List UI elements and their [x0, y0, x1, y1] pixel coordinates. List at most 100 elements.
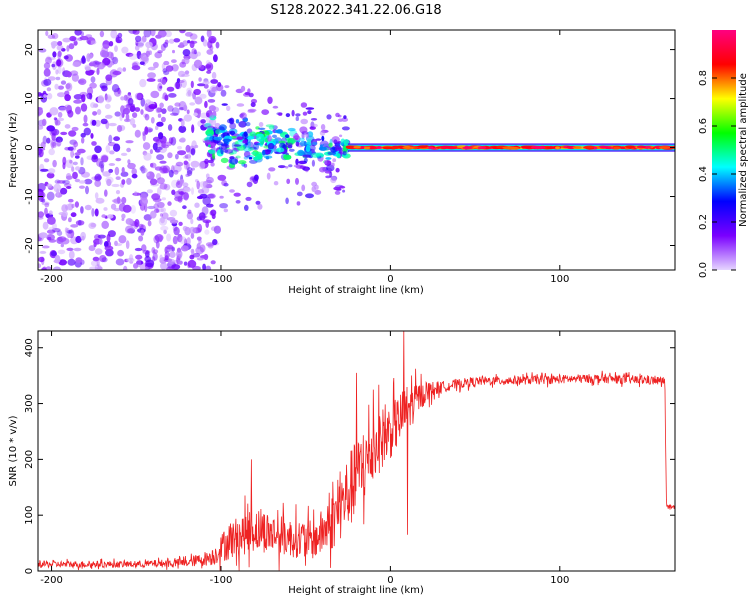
heatmap-cell	[278, 165, 286, 169]
heatmap-cell	[80, 56, 87, 65]
heatmap-cell	[305, 145, 311, 153]
heatmap-cell	[61, 211, 68, 217]
heatmap-cell	[242, 132, 249, 140]
heatmap-cell	[335, 146, 341, 152]
heatmap-cell	[193, 112, 198, 117]
heatmap-cell	[121, 213, 126, 219]
heatmap-cell	[210, 162, 215, 167]
heatmap-cell	[178, 125, 187, 133]
heatmap-cell	[326, 114, 332, 120]
heatmap-cell	[156, 177, 165, 185]
heatmap-cell	[173, 169, 179, 175]
heatmap-cell	[194, 144, 199, 149]
heatmap-cell	[178, 221, 183, 226]
heatmap-cell	[183, 114, 192, 122]
heatmap-cell	[311, 159, 315, 167]
heatmap-cell	[132, 30, 140, 35]
heatmap-cell	[105, 74, 113, 81]
heatmap-cell	[60, 131, 68, 136]
heatmap-cell	[158, 132, 164, 140]
heatmap-cell	[161, 142, 166, 148]
carrier-cell	[502, 146, 514, 150]
heatmap-cell	[92, 111, 98, 116]
heatmap-cell	[161, 108, 167, 114]
heatmap-cell	[205, 242, 215, 247]
heatmap-cell	[211, 71, 217, 80]
heatmap-cell	[151, 256, 156, 262]
heatmap-cell	[62, 179, 70, 185]
heatmap-cell	[46, 92, 53, 100]
heatmap-cell	[262, 149, 266, 156]
heatmap-cell	[111, 84, 120, 93]
heatmap-cell	[38, 125, 44, 130]
heatmap-cell	[74, 178, 81, 183]
heatmap-cell	[51, 228, 61, 233]
heatmap-cell	[176, 249, 183, 259]
heatmap-cell	[295, 141, 300, 147]
heatmap-cell	[159, 254, 163, 261]
heatmap-cell	[176, 179, 181, 185]
heatmap-cell	[240, 112, 247, 120]
heatmap-cell	[110, 203, 117, 210]
heatmap-cell	[147, 66, 156, 71]
heatmap-cell	[164, 30, 172, 38]
heatmap-cell	[268, 167, 276, 172]
carrier-cell	[445, 146, 458, 150]
heatmap-cell	[109, 150, 115, 155]
heatmap-cell	[64, 94, 71, 102]
heatmap-cell	[196, 236, 202, 241]
heatmap-cell	[177, 70, 186, 78]
heatmap-cell	[176, 78, 181, 83]
heatmap-cell	[101, 85, 108, 92]
heatmap-cell	[314, 189, 322, 195]
heatmap-cell	[187, 89, 192, 96]
heatmap-cell	[249, 131, 257, 137]
colorbar-tick-label: 0.6	[698, 118, 709, 134]
heatmap-cell	[64, 227, 68, 233]
heatmap-cell	[177, 233, 183, 243]
heatmap-cell	[264, 155, 273, 159]
colorbar-strip	[712, 30, 736, 270]
heatmap-cell	[306, 142, 312, 147]
heatmap-cell	[220, 157, 229, 164]
heatmap-cell	[146, 171, 155, 180]
heatmap-cell	[287, 127, 296, 132]
heatmap-cell	[247, 88, 251, 94]
heatmap-cell	[310, 121, 315, 129]
heatmap-cell	[104, 103, 111, 110]
heatmap-cell	[202, 180, 209, 188]
heatmap-cell	[311, 152, 321, 158]
heatmap-cell	[342, 189, 346, 193]
heatmap-cell	[52, 61, 57, 71]
heatmap-cell	[105, 114, 113, 119]
heatmap-cell	[87, 40, 91, 45]
heatmap-cell	[266, 172, 271, 180]
heatmap-cell	[129, 254, 134, 262]
heatmap-cell	[56, 139, 62, 147]
heatmap-cell	[206, 203, 214, 208]
heatmap-cell	[166, 86, 175, 92]
heatmap-cell	[127, 159, 131, 165]
heatmap-cell	[183, 104, 188, 112]
heatmap-cell	[120, 96, 125, 101]
heatmap-cell	[132, 112, 138, 118]
heatmap-cell	[321, 135, 325, 142]
heatmap-cell	[299, 165, 307, 169]
carrier-cell	[382, 146, 393, 150]
spectrogram-ylabel: Frequency (Hz)	[8, 112, 19, 188]
heatmap-cell	[113, 143, 121, 152]
heatmap-cell	[150, 210, 157, 219]
heatmap-cell	[236, 136, 244, 140]
heatmap-cell	[169, 251, 176, 258]
heatmap-cell	[146, 189, 153, 194]
heatmap-cell	[331, 162, 335, 167]
heatmap-cell	[187, 209, 192, 214]
heatmap-cell	[171, 189, 176, 196]
heatmap-cell	[107, 230, 116, 238]
heatmap-cell	[189, 33, 198, 40]
heatmap-cell	[168, 38, 175, 44]
heatmap-cell	[197, 83, 205, 87]
heatmap-cell	[99, 238, 103, 245]
heatmap-cell	[223, 149, 229, 153]
heatmap-cell	[74, 30, 82, 36]
